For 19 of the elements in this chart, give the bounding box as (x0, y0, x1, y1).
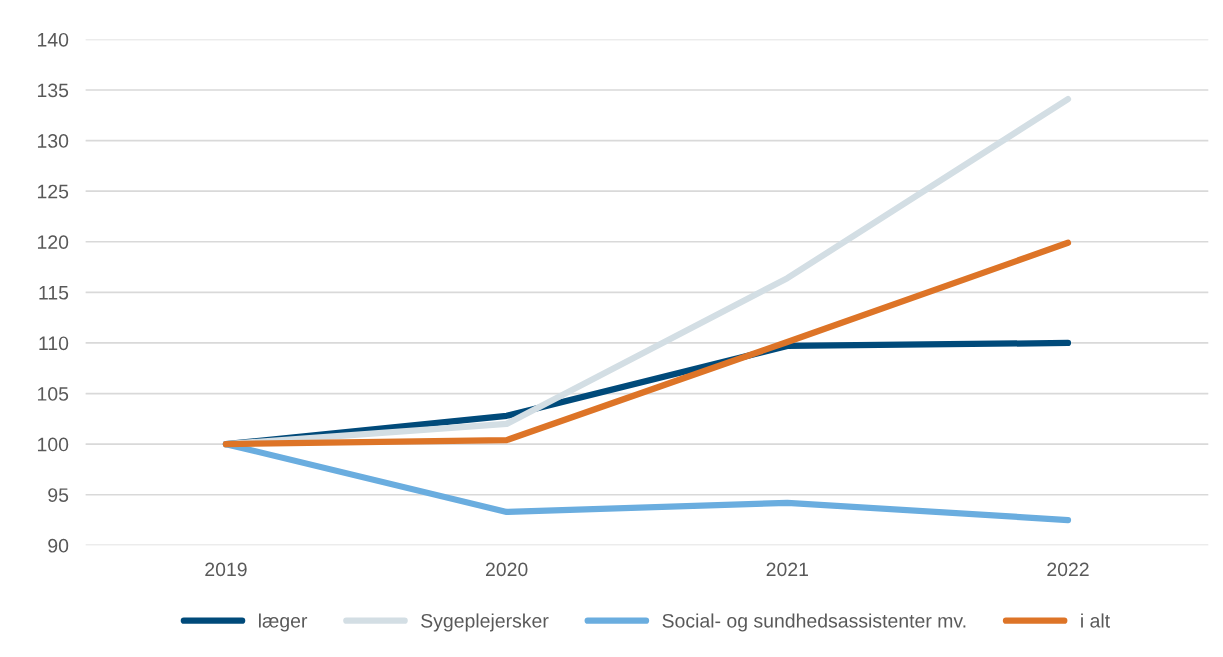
y-tick-label: 135 (37, 83, 69, 98)
y-tick-label: 95 (48, 488, 69, 502)
y-tick-label: 90 (48, 538, 69, 553)
y-tick-label: 125 (37, 184, 69, 199)
x-tick-label: 2021 (766, 562, 808, 577)
y-tick-label: 110 (39, 336, 69, 351)
x-tick-label: 2022 (1047, 562, 1089, 577)
y-tick-label: 100 (37, 437, 69, 452)
y-tick-label: 140 (37, 32, 69, 47)
legend-label: Social- og sundhedsassistenter mv. (662, 613, 966, 632)
legend-label: læger (259, 613, 308, 632)
legend-label: Sygeplejersker (421, 613, 549, 632)
x-tick-label: 2020 (485, 562, 528, 577)
y-tick-label: 105 (37, 387, 69, 401)
legend-label: i alt (1081, 613, 1110, 628)
y-tick-label: 130 (37, 134, 69, 148)
x-tick-label: 2019 (205, 562, 247, 577)
y-tick-label: 120 (37, 235, 69, 250)
y-tick-label: 115 (39, 286, 69, 300)
